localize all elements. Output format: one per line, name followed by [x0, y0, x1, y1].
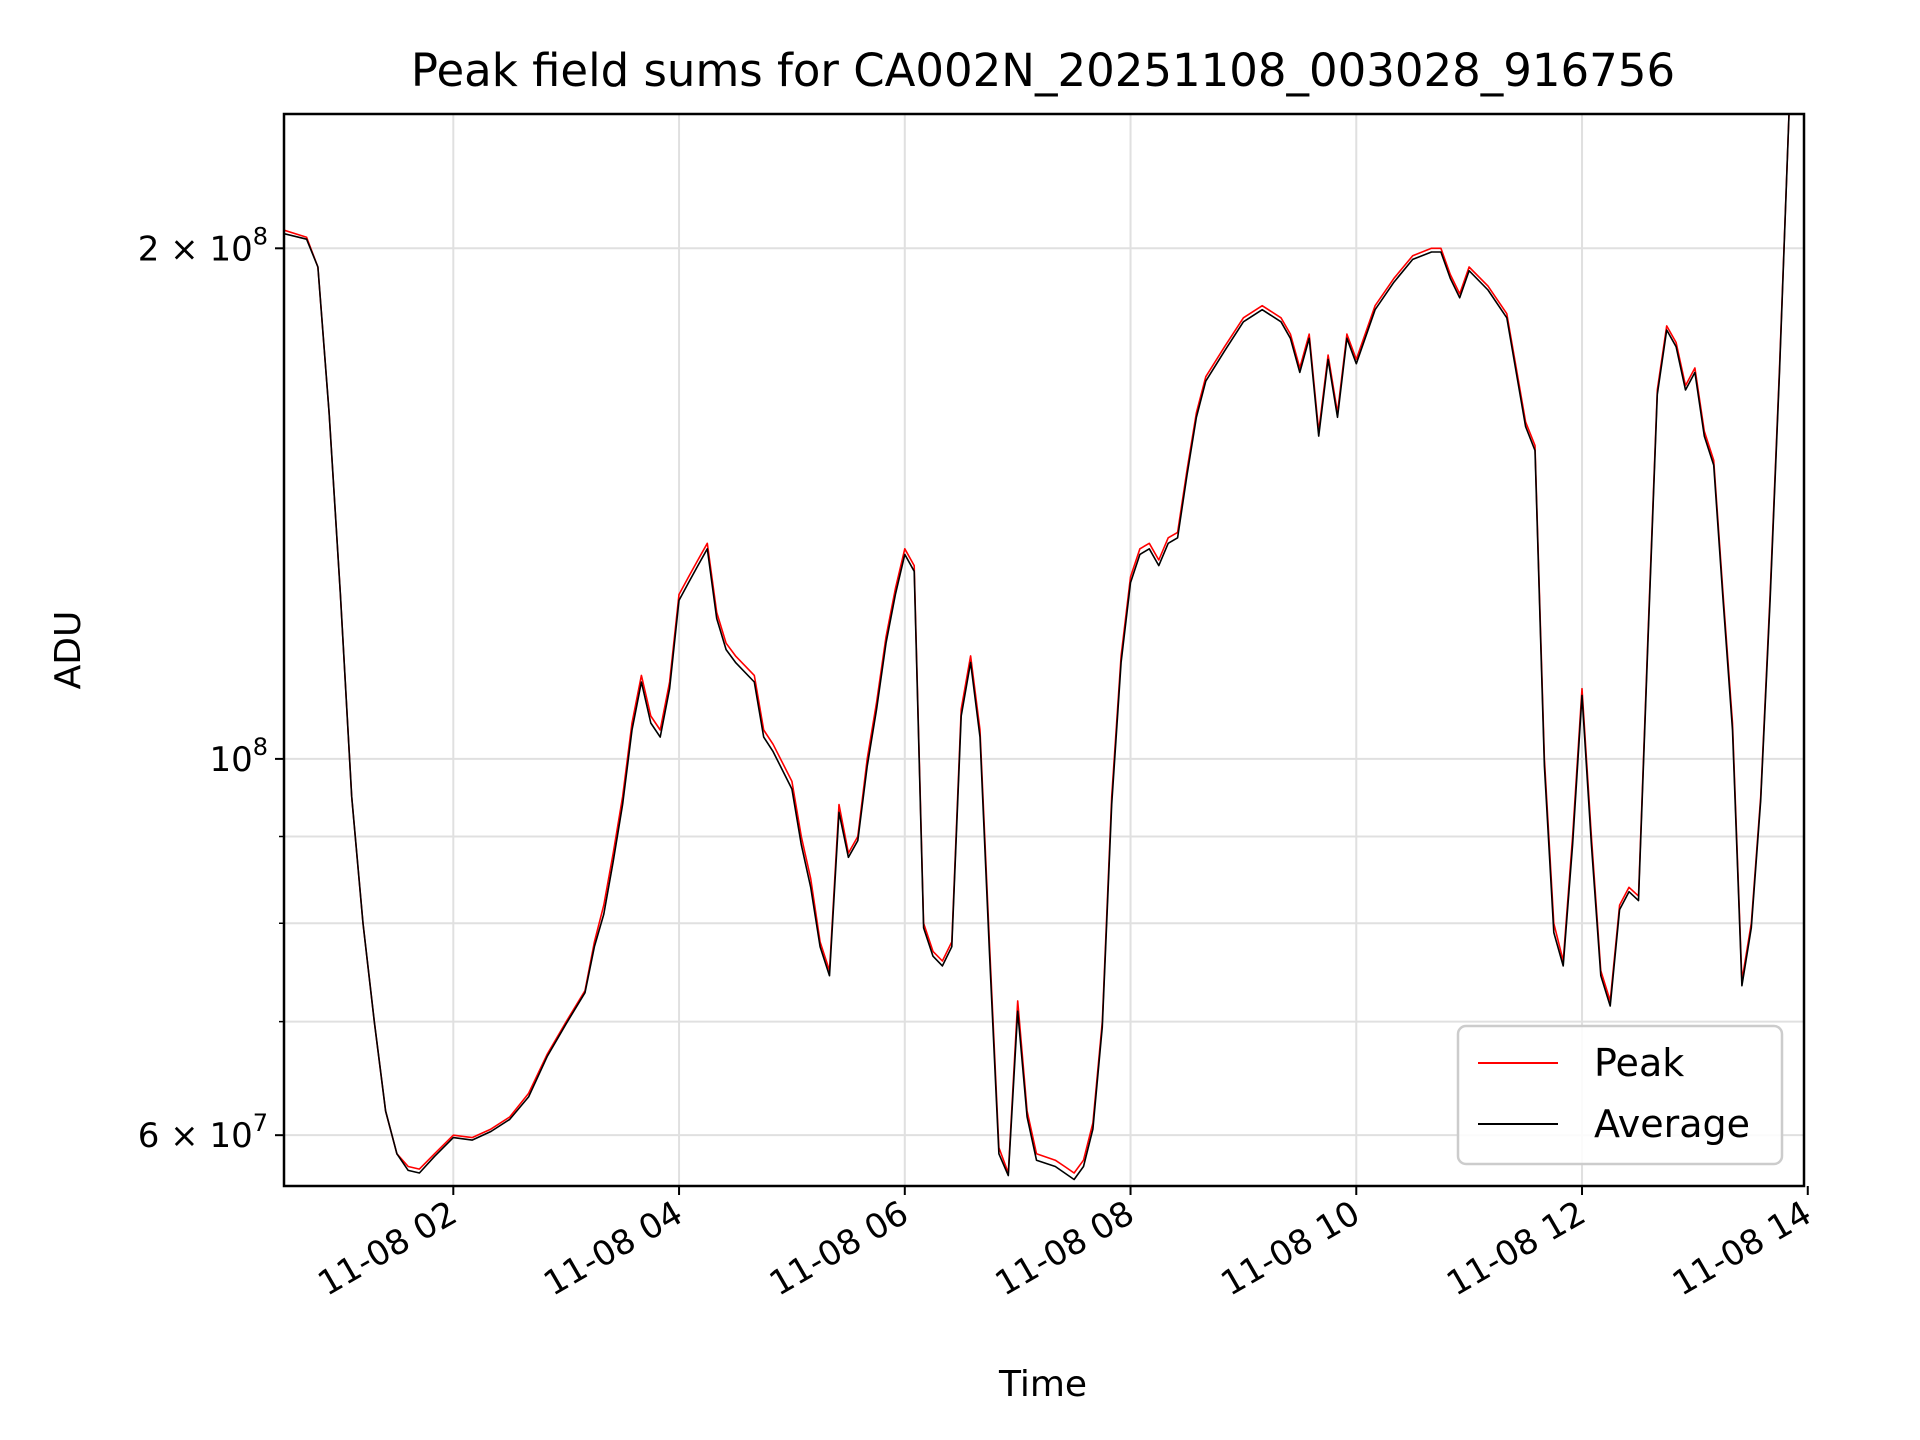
- legend-box: [1456, 1024, 1784, 1166]
- y-tick-label: 108: [209, 733, 268, 780]
- chart-title: Peak field sums for CA002N_20251108_0030…: [411, 44, 1675, 97]
- y-axis-ticks: 6 × 107 108 2 × 108: [138, 222, 284, 1156]
- y-tick-label: 6 × 107: [138, 1109, 268, 1156]
- grid-lines: [284, 114, 1804, 1186]
- legend-label-peak: Peak: [1594, 1041, 1684, 1085]
- y-tick-label: 2 × 108: [138, 222, 268, 269]
- y-axis-label: ADU: [48, 611, 89, 690]
- plot-series: [284, 114, 1790, 1181]
- series-line-average: [284, 114, 1790, 1181]
- legend: Peak Average: [1456, 1024, 1784, 1166]
- legend-label-average: Average: [1594, 1102, 1750, 1146]
- x-axis-label: Time: [998, 1364, 1087, 1405]
- plot-frame: [282, 112, 1806, 1188]
